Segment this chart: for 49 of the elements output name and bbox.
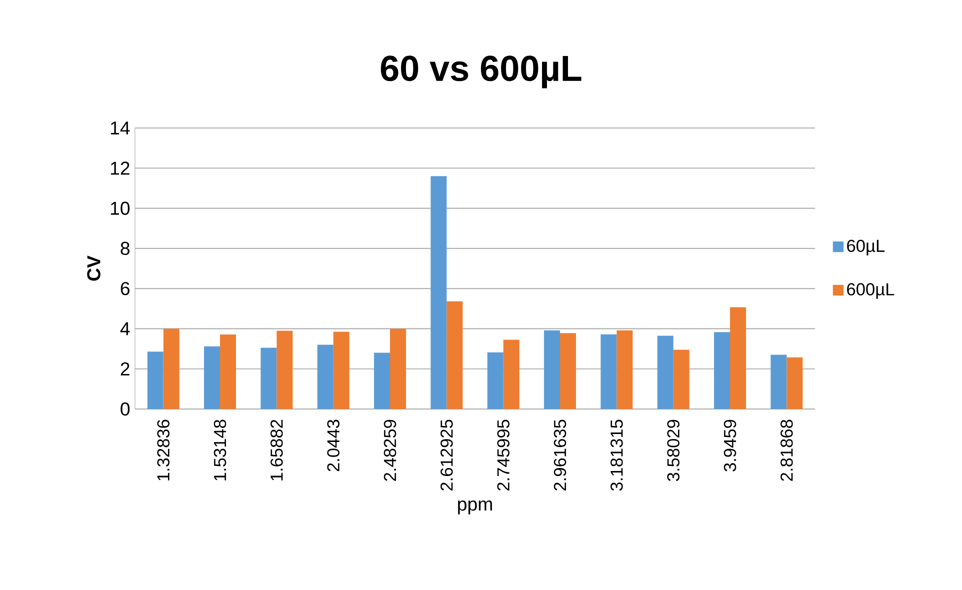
bar: [616, 330, 633, 409]
bar: [503, 340, 520, 409]
x-axis-title: ppm: [458, 500, 492, 514]
bar: [220, 334, 236, 409]
x-tick-label: 2.0443: [327, 420, 340, 472]
legend-label: 600µL: [847, 283, 894, 299]
legend-label: 60µL: [847, 240, 885, 256]
x-tick-label: 3.181315: [610, 420, 623, 491]
x-tick-label: 1.32836: [157, 420, 170, 480]
y-tick-label: 8: [120, 242, 130, 256]
bar: [276, 330, 293, 409]
x-tick-label: 1.65882: [270, 420, 283, 480]
x-tick-label: 2.81868: [780, 420, 793, 481]
bar: [600, 334, 617, 409]
y-tick-label: 10: [110, 202, 130, 215]
bar: [673, 350, 690, 409]
x-tick-label: 3.9459: [724, 420, 736, 472]
bar: [657, 336, 674, 409]
x-tick-label: 3.58029: [667, 420, 680, 482]
bar: [204, 346, 220, 409]
y-tick-label: 14: [110, 122, 130, 134]
y-tick-label: 0: [120, 402, 130, 416]
x-tick-label: 2.745995: [497, 420, 510, 490]
chart-title: 60 vs 600µL: [380, 56, 582, 88]
y-tick-label: 2: [120, 362, 130, 376]
x-tick-label: 2.612925: [440, 420, 453, 490]
bar: [390, 328, 406, 409]
y-axis-title: CV: [87, 256, 100, 281]
bar: [487, 352, 504, 409]
bar: [544, 330, 560, 409]
bar: [730, 307, 746, 409]
y-tick-label: 4: [120, 322, 130, 336]
x-tick-label: 2.48259: [384, 420, 396, 481]
y-tick-label: 12: [110, 162, 130, 175]
bar: [714, 332, 730, 409]
bar: [163, 328, 180, 409]
bar: [560, 333, 576, 409]
bar: [260, 348, 277, 409]
x-tick-label: 1.53148: [214, 420, 226, 480]
bar: [374, 352, 390, 409]
y-tick-label: 6: [120, 282, 130, 296]
bar: [317, 344, 334, 409]
bar: [147, 352, 164, 409]
bar: [786, 357, 803, 409]
bar: [770, 354, 787, 409]
bar: [333, 332, 350, 409]
bar: [430, 176, 447, 409]
x-tick-label: 2.961635: [554, 420, 566, 490]
bar: [446, 301, 463, 409]
